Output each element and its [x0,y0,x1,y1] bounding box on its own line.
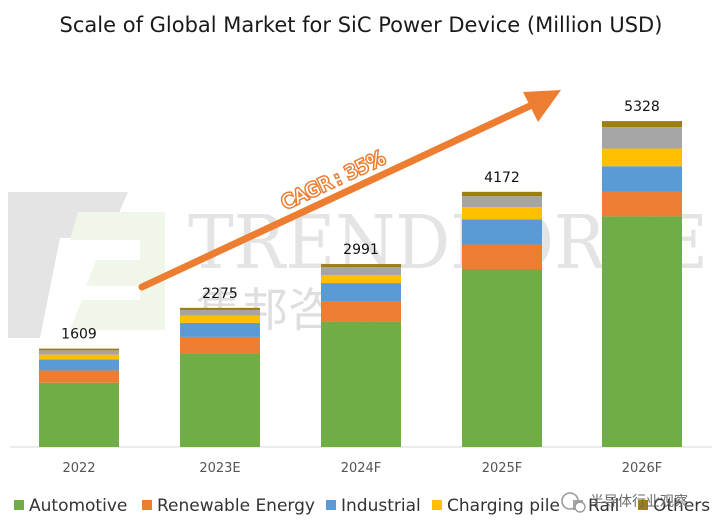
legend-swatch-renewable-energy [142,500,152,510]
total-label-2026f: 5328 [624,99,660,115]
bar-segment-charging-pile-2026f [602,148,682,167]
legend-swatch-others [638,500,648,510]
source-badge-text: 半导体行业观察 [590,493,688,510]
total-label-2022: 1609 [61,327,97,343]
wechat-bubble-small-icon [574,501,586,513]
legend-swatch-automotive [14,500,24,510]
bar-segment-renewable-energy-2022 [39,370,119,383]
bar-segment-rail-2026f [602,127,682,149]
cagr-arrow-shaft [138,100,538,291]
x-tick-label-2023e: 2023E [199,461,240,476]
watermark-logo-icon [8,192,165,338]
bar-segment-charging-pile-2024f [321,275,401,284]
x-tick-labels: 2022 2023E 2024F 2025F 2026F [62,461,662,476]
cagr-arrow [138,90,561,291]
legend-label-others: Others [653,496,710,516]
bar-segment-others-2023e [180,307,260,310]
bar-segment-others-2026f [602,121,682,128]
bar-segment-renewable-energy-2024f [321,301,401,322]
x-tick-label-2022: 2022 [62,461,95,476]
x-tick-label-2026f: 2026F [622,461,663,476]
bar-segment-renewable-energy-2023e [180,336,260,354]
bar-segment-automotive-2024f [321,321,401,447]
total-label-2025f: 4172 [484,170,520,186]
bar-segment-industrial-2024f [321,283,401,302]
bar-segment-others-2025f [462,191,542,197]
wechat-bubble-icon [561,492,579,510]
cagr-arrow-head-icon [523,90,561,122]
total-label-2024f: 2991 [343,242,379,258]
bar-segment-industrial-2023e [180,322,260,337]
x-tick-label-2025f: 2025F [482,461,523,476]
bar-segment-rail-2024f [321,267,401,276]
bar-segment-rail-2023e [180,309,260,316]
legend-label-charging-pile: Charging pile [447,496,560,516]
legend-label-rail: Rail [588,496,619,516]
bar-segment-charging-pile-2023e [180,315,260,323]
legend: Automotive Renewable Energy Industrial Char… [14,496,710,516]
x-tick-label-2024f: 2024F [341,461,382,476]
bar-segment-rail-2022 [39,350,119,355]
bar-segment-others-2024f [321,264,401,268]
legend-label-industrial: Industrial [341,496,421,516]
bar-segment-automotive-2026f [602,216,682,447]
source-badge: 半导体行业观察 [561,492,688,513]
legend-swatch-industrial [326,500,336,510]
bar-segment-automotive-2025f [462,269,542,447]
bar-segment-charging-pile-2025f [462,207,542,220]
bar-segment-industrial-2026f [602,166,682,192]
bar-segment-automotive-2023e [180,353,260,447]
bar-segment-charging-pile-2022 [39,354,119,360]
bar-segment-renewable-energy-2026f [602,191,682,217]
legend-swatch-charging-pile [432,500,442,510]
bar-segment-automotive-2022 [39,382,119,447]
bar-segment-renewable-energy-2025f [462,244,542,270]
bar-segment-others-2022 [39,348,119,351]
bars-layer [39,121,682,447]
totals-layer: 1609 2275 2991 4172 5328 [61,99,660,342]
bar-segment-industrial-2025f [462,219,542,245]
legend-label-automotive: Automotive [29,496,127,516]
chart-title: Scale of Global Market for SiC Power Dev… [60,13,663,37]
total-label-2023e: 2275 [202,286,238,302]
legend-label-renewable-energy: Renewable Energy [157,496,315,516]
bar-segment-rail-2025f [462,196,542,208]
bar-segment-industrial-2022 [39,359,119,371]
